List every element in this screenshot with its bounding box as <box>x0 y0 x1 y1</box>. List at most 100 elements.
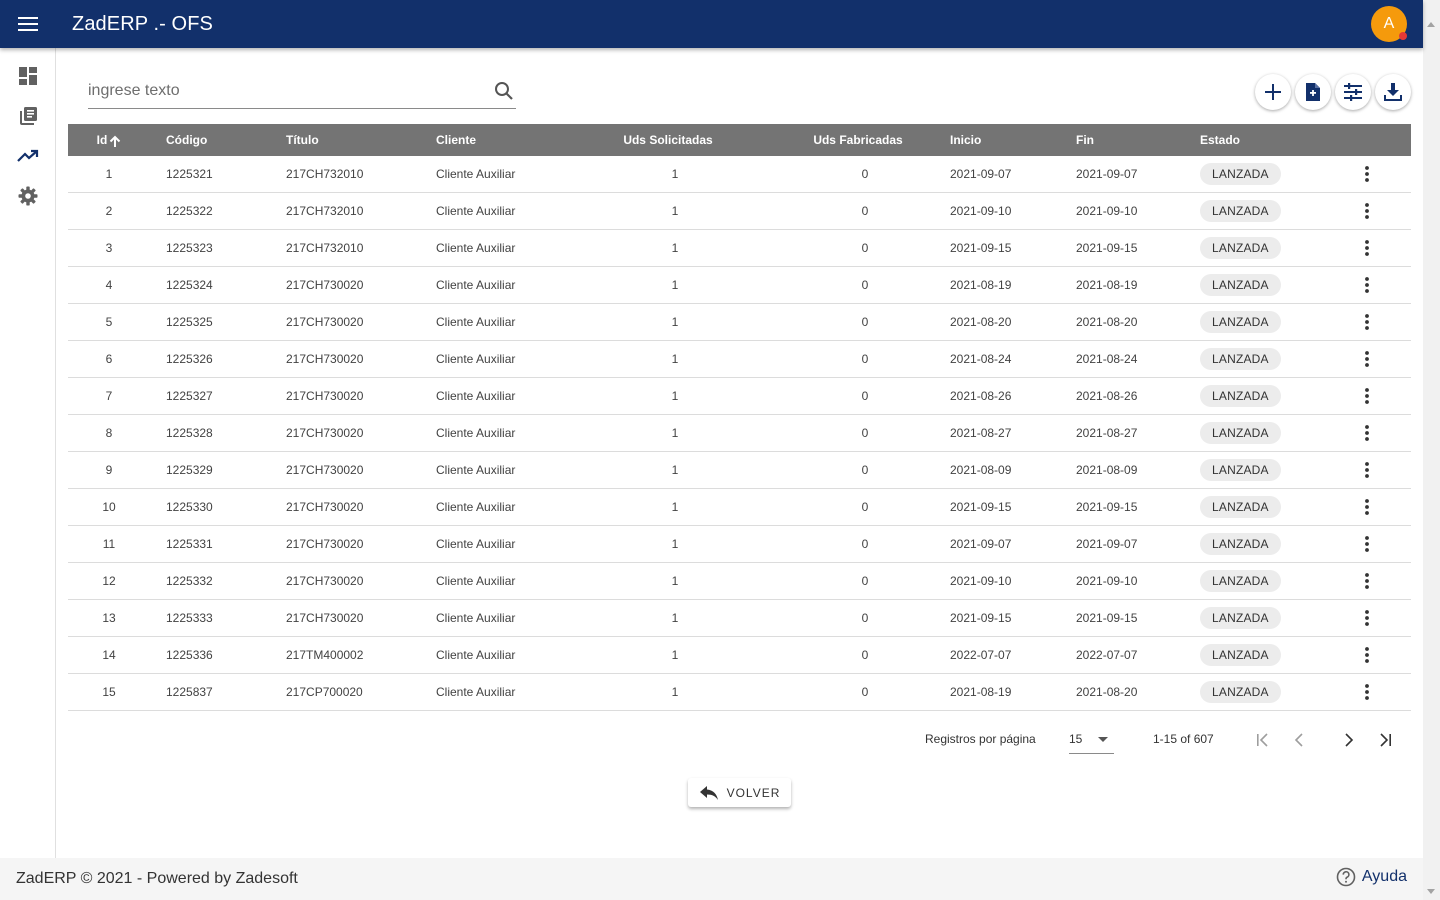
header-fin[interactable]: Fin <box>1076 133 1094 147</box>
more-vert-icon[interactable] <box>1355 643 1379 667</box>
scroll-down-arrow[interactable] <box>1427 889 1435 894</box>
status-badge: LANZADA <box>1200 348 1281 370</box>
cell-estado: LANZADA <box>1192 385 1322 407</box>
cell-actions <box>1322 199 1411 223</box>
more-vert-icon[interactable] <box>1355 606 1379 630</box>
cell-id: 1 <box>105 167 113 181</box>
sidebar-item-settings[interactable] <box>0 176 56 216</box>
table-row[interactable]: 1 1225321 217CH732010 Cliente Auxiliar 1 0 202… <box>68 156 1411 193</box>
sidebar-item-analytics[interactable] <box>0 136 56 176</box>
cell-titulo: 217CH730020 <box>286 278 364 292</box>
cell-uds-solicitadas: 1 <box>671 537 679 551</box>
page-scrollbar[interactable] <box>1423 0 1440 900</box>
table-row[interactable]: 10 1225330 217CH730020 Cliente Auxiliar 1 0 20… <box>68 489 1411 526</box>
next-page-button[interactable] <box>1335 726 1363 754</box>
cell-uds-solicitadas: 1 <box>671 389 679 403</box>
cell-cliente: Cliente Auxiliar <box>436 204 516 218</box>
cell-id: 15 <box>102 685 116 699</box>
cell-titulo: 217CH730020 <box>286 352 364 366</box>
more-vert-icon[interactable] <box>1355 347 1379 371</box>
sidebar-item-dashboard[interactable] <box>0 56 56 96</box>
table-row[interactable]: 3 1225323 217CH732010 Cliente Auxiliar 1 0 202… <box>68 230 1411 267</box>
table-row[interactable]: 12 1225332 217CH730020 Cliente Auxiliar 1 0 20… <box>68 563 1411 600</box>
table-row[interactable]: 6 1225326 217CH730020 Cliente Auxiliar 1 0 202… <box>68 341 1411 378</box>
more-vert-icon[interactable] <box>1355 162 1379 186</box>
more-vert-icon[interactable] <box>1355 569 1379 593</box>
filter-sliders-icon <box>1344 83 1362 101</box>
more-vert-icon[interactable] <box>1355 495 1379 519</box>
cell-uds-fabricadas: 0 <box>861 463 869 477</box>
filter-button[interactable] <box>1335 74 1371 110</box>
cell-estado: LANZADA <box>1192 311 1322 333</box>
status-badge: LANZADA <box>1200 533 1281 555</box>
table-row[interactable]: 8 1225328 217CH730020 Cliente Auxiliar 1 0 202… <box>68 415 1411 452</box>
cell-id: 12 <box>102 574 116 588</box>
cell-inicio: 2021-08-20 <box>950 315 1012 329</box>
more-vert-icon[interactable] <box>1355 458 1379 482</box>
header-titulo[interactable]: Título <box>286 133 319 147</box>
table-row[interactable]: 7 1225327 217CH730020 Cliente Auxiliar 1 0 202… <box>68 378 1411 415</box>
header-cliente[interactable]: Cliente <box>436 133 477 147</box>
first-page-button[interactable] <box>1249 726 1277 754</box>
table-row[interactable]: 11 1225331 217CH730020 Cliente Auxiliar 1 0 20… <box>68 526 1411 563</box>
table-row[interactable]: 14 1225336 217TM400002 Cliente Auxiliar 1 0 20… <box>68 637 1411 674</box>
last-page-button[interactable] <box>1371 726 1399 754</box>
table-row[interactable]: 15 1225837 217CP700020 Cliente Auxiliar 1 0 20… <box>68 674 1411 711</box>
orders-table: Id Código Título Cliente Uds Solicitadas… <box>68 124 1411 711</box>
search-icon[interactable] <box>494 81 514 106</box>
table-row[interactable]: 4 1225324 217CH730020 Cliente Auxiliar 1 0 202… <box>68 267 1411 304</box>
cell-uds-solicitadas: 1 <box>671 241 679 255</box>
cell-actions <box>1322 421 1411 445</box>
cell-inicio: 2022-07-07 <box>950 648 1012 662</box>
more-vert-icon[interactable] <box>1355 680 1379 704</box>
more-vert-icon[interactable] <box>1355 384 1379 408</box>
more-vert-icon[interactable] <box>1355 421 1379 445</box>
cell-actions <box>1322 458 1411 482</box>
side-navigation <box>0 48 56 858</box>
cell-codigo: 1225837 <box>166 685 213 699</box>
document-button[interactable] <box>1295 74 1331 110</box>
sidebar-item-library[interactable] <box>0 96 56 136</box>
cell-uds-fabricadas: 0 <box>861 241 869 255</box>
more-vert-icon[interactable] <box>1355 273 1379 297</box>
header-estado[interactable]: Estado <box>1200 133 1241 147</box>
user-avatar[interactable]: A <box>1371 6 1407 42</box>
search-input[interactable] <box>88 76 488 106</box>
cell-titulo: 217CH732010 <box>286 167 364 181</box>
chevron-down-icon <box>1098 737 1108 742</box>
previous-page-button[interactable] <box>1285 726 1313 754</box>
cell-actions <box>1322 347 1411 371</box>
header-uds-fabricadas[interactable]: Uds Fabricadas <box>813 133 903 147</box>
more-vert-icon[interactable] <box>1355 199 1379 223</box>
header-codigo[interactable]: Código <box>166 133 208 147</box>
header-id[interactable]: Id <box>68 133 150 147</box>
cell-uds-fabricadas: 0 <box>861 648 869 662</box>
cell-id: 14 <box>102 648 116 662</box>
more-vert-icon[interactable] <box>1355 532 1379 556</box>
sort-ascending-icon[interactable] <box>109 135 121 147</box>
cell-titulo: 217CH730020 <box>286 315 364 329</box>
add-button[interactable] <box>1255 74 1291 110</box>
download-button[interactable] <box>1375 74 1411 110</box>
table-actions <box>1255 74 1411 110</box>
chevron-left-icon <box>1294 733 1303 747</box>
menu-icon[interactable] <box>0 0 56 48</box>
more-vert-icon[interactable] <box>1355 310 1379 334</box>
cell-fin: 2021-08-20 <box>1076 685 1138 699</box>
table-row[interactable]: 2 1225322 217CH732010 Cliente Auxiliar 1 0 202… <box>68 193 1411 230</box>
trending-up-icon <box>17 149 39 162</box>
cell-codigo: 1225329 <box>166 463 213 477</box>
cell-inicio: 2021-09-07 <box>950 537 1012 551</box>
table-row[interactable]: 13 1225333 217CH730020 Cliente Auxiliar 1 0 20… <box>68 600 1411 637</box>
back-button[interactable]: VOLVER <box>688 778 791 807</box>
table-row[interactable]: 5 1225325 217CH730020 Cliente Auxiliar 1 0 202… <box>68 304 1411 341</box>
header-inicio[interactable]: Inicio <box>950 133 982 147</box>
more-vert-icon[interactable] <box>1355 236 1379 260</box>
page-size-select[interactable]: 15 <box>1069 724 1114 754</box>
table-row[interactable]: 9 1225329 217CH730020 Cliente Auxiliar 1 0 202… <box>68 452 1411 489</box>
help-link[interactable]: Ayuda <box>1336 867 1407 887</box>
cell-fin: 2021-09-15 <box>1076 611 1138 625</box>
header-uds-solicitadas[interactable]: Uds Solicitadas <box>623 133 713 147</box>
scroll-up-arrow[interactable] <box>1427 22 1435 27</box>
status-badge: LANZADA <box>1200 200 1281 222</box>
